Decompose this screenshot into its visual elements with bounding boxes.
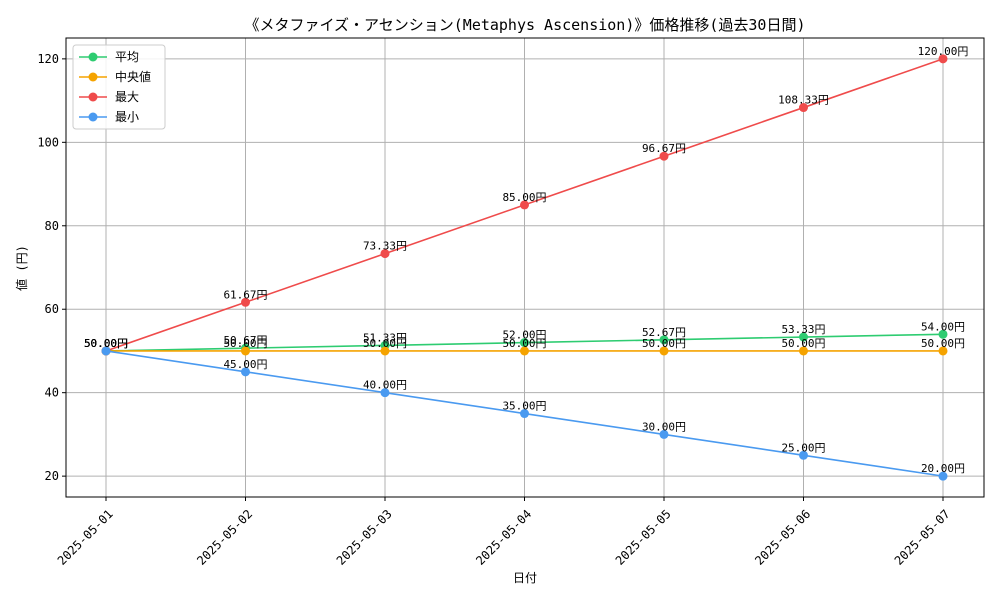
data-label: 45.00円 <box>223 358 267 371</box>
data-point <box>101 346 111 356</box>
legend-box <box>72 44 166 130</box>
y-axis-label: 値 (円) <box>14 245 29 291</box>
data-label: 51.33円 <box>363 331 407 344</box>
legend-swatch-marker <box>88 52 98 62</box>
data-label: 52.67円 <box>642 326 686 339</box>
y-tick-label: 20 <box>45 469 59 483</box>
x-tick-label: 2025-05-03 <box>334 507 395 568</box>
data-label: 50.00円 <box>223 337 267 350</box>
data-point <box>799 103 808 113</box>
data-label: 96.67円 <box>642 142 686 155</box>
legend-swatch-marker <box>88 112 98 122</box>
y-tick-label: 100 <box>37 135 59 149</box>
data-point <box>380 388 390 398</box>
data-point <box>241 346 250 356</box>
x-axis-ticks: 2025-05-01 2025-05-02 2025-05-03 2025-05-04… <box>55 497 953 568</box>
data-label: 20.00円 <box>921 462 965 475</box>
data-point <box>938 329 948 339</box>
data-label: 54.00円 <box>921 320 965 333</box>
data-label: 50.00円 <box>84 337 128 350</box>
data-label: 50.00円 <box>363 337 407 350</box>
x-tick-label: 2025-05-01 <box>55 507 116 568</box>
legend-entry: 平均 <box>115 50 139 64</box>
data-label: 52.00円 <box>502 329 546 342</box>
y-tick-label: 40 <box>45 386 59 400</box>
data-label: 50.00円 <box>84 337 128 350</box>
legend-swatch-marker <box>88 92 98 102</box>
x-tick-label: 2025-05-06 <box>752 507 813 568</box>
data-point <box>938 54 948 64</box>
data-label: 73.33円 <box>363 240 407 253</box>
data-point <box>938 346 948 356</box>
x-tick-label: 2025-05-07 <box>892 507 953 568</box>
x-tick-label: 2025-05-05 <box>613 507 674 568</box>
x-tick-label: 2025-05-02 <box>194 507 255 568</box>
data-point <box>520 346 529 356</box>
data-point <box>241 297 250 307</box>
data-labels: 50.00円 50.67円 51.33円 52.00円 52.67円 53.33円 54.0… <box>84 45 968 475</box>
data-point <box>799 450 808 460</box>
y-tick-label: 120 <box>37 52 59 66</box>
legend-swatch-marker <box>88 72 98 82</box>
data-label: 50.00円 <box>642 337 686 350</box>
data-label: 61.67円 <box>223 288 267 301</box>
data-point <box>659 151 669 161</box>
data-label: 25.00円 <box>781 441 825 454</box>
data-point <box>938 471 948 481</box>
data-point <box>520 338 529 348</box>
y-axis-ticks: 20 40 60 80 100 120 <box>37 52 66 483</box>
data-point <box>659 346 669 356</box>
data-label: 30.00円 <box>642 420 686 433</box>
data-label: 50.67円 <box>223 334 267 347</box>
legend-entry: 中央値 <box>115 69 151 84</box>
grid <box>66 38 984 497</box>
data-point <box>241 367 250 377</box>
data-point <box>520 409 529 419</box>
data-label: 50.00円 <box>84 337 128 350</box>
data-point <box>380 346 390 356</box>
legend-entry: 最小 <box>115 110 139 124</box>
chart-title: 《メタファイズ・アセンション(Metaphys Ascension)》価格推移(… <box>245 16 806 34</box>
data-point <box>799 346 808 356</box>
data-label: 85.00円 <box>502 191 546 204</box>
data-point <box>380 249 390 259</box>
series-layer <box>101 54 948 481</box>
data-label: 50.00円 <box>502 337 546 350</box>
data-label: 120.00円 <box>918 45 969 58</box>
data-label: 50.00円 <box>781 337 825 350</box>
data-point <box>659 429 669 439</box>
data-label: 50.00円 <box>921 337 965 350</box>
y-tick-label: 80 <box>45 219 59 233</box>
data-label: 108.33円 <box>778 94 829 107</box>
legend-entry: 最大 <box>115 90 139 104</box>
data-label: 35.00円 <box>502 400 546 413</box>
data-point <box>520 200 529 210</box>
data-label: 53.33円 <box>781 323 825 336</box>
data-label: 40.00円 <box>363 379 407 392</box>
y-tick-label: 60 <box>45 302 59 316</box>
x-tick-label: 2025-05-04 <box>473 507 534 568</box>
data-point <box>659 335 669 345</box>
data-label: 50.00円 <box>84 337 128 350</box>
data-point <box>799 332 808 342</box>
x-axis-label: 日付 <box>513 571 537 585</box>
